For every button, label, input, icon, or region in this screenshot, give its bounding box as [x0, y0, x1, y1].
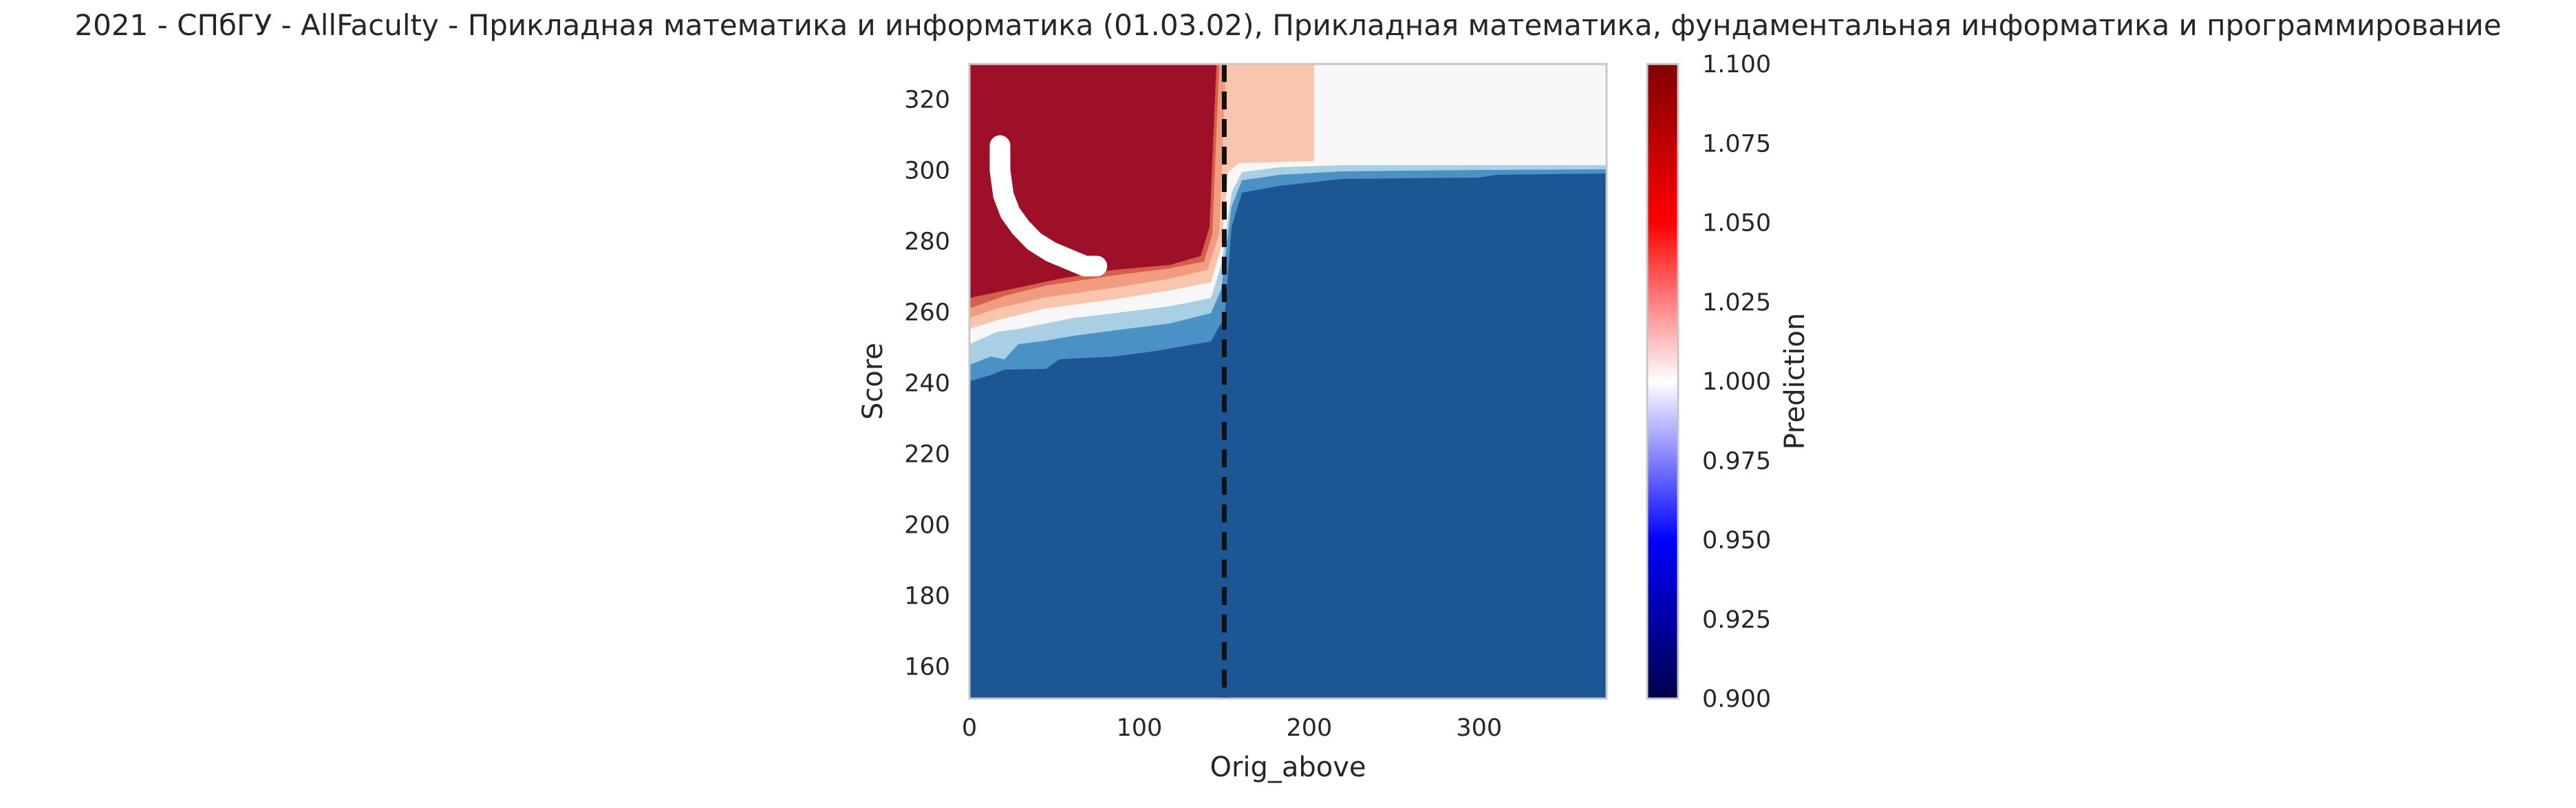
colorbar-tick-label: 1.050 — [1702, 210, 1771, 237]
colorbar-ticks: 0.900 0.925 0.950 0.975 1.000 1.025 1.050 1.075… — [1702, 51, 1771, 713]
colorbar-tick-label: 0.950 — [1702, 527, 1771, 555]
plot-frame — [968, 63, 1608, 700]
colorbar-label: Prediction — [1779, 313, 1811, 450]
y-tick-label: 160 — [904, 654, 950, 681]
y-tick-label: 320 — [904, 87, 950, 114]
x-axis-label: Orig_above — [1210, 752, 1366, 783]
colorbar-tick-label: 0.900 — [1702, 685, 1771, 713]
x-tick-label: 0 — [962, 714, 977, 742]
x-tick-label: 100 — [1117, 714, 1163, 742]
trajectory-line — [989, 135, 1108, 277]
colorbar-frame — [1646, 63, 1679, 700]
y-tick-label: 220 — [904, 441, 950, 469]
colorbar-tick-label: 1.000 — [1702, 368, 1771, 396]
x-tick-label: 300 — [1456, 714, 1502, 742]
y-axis-ticks: 160 180 200 220 240 260 280 300 320 — [904, 87, 950, 681]
y-axis-label: Score — [857, 343, 889, 420]
y-tick-label: 260 — [904, 299, 950, 327]
colorbar: 0.900 0.925 0.950 0.975 1.000 1.025 1.050 1.075… — [1646, 51, 1811, 713]
colorbar-tick-label: 1.075 — [1702, 130, 1771, 158]
colorbar-tick-label: 0.925 — [1702, 606, 1771, 634]
x-axis-ticks: 0 100 200 300 — [962, 714, 1502, 742]
colorbar-gradient — [1647, 64, 1678, 699]
colorbar-tick-label: 1.025 — [1702, 289, 1771, 317]
colorbar-tick-label: 1.100 — [1702, 51, 1771, 78]
plot-area — [969, 64, 1607, 699]
y-tick-label: 280 — [904, 228, 950, 256]
y-tick-label: 180 — [904, 583, 950, 610]
page-title: 2021 - СПбГУ - AllFaculty - Прикладная м… — [74, 8, 2502, 42]
y-tick-label: 300 — [904, 158, 950, 185]
x-tick-label: 200 — [1286, 714, 1332, 742]
y-tick-label: 200 — [904, 512, 950, 540]
colorbar-tick-label: 0.975 — [1702, 447, 1771, 475]
y-tick-label: 240 — [904, 370, 950, 398]
